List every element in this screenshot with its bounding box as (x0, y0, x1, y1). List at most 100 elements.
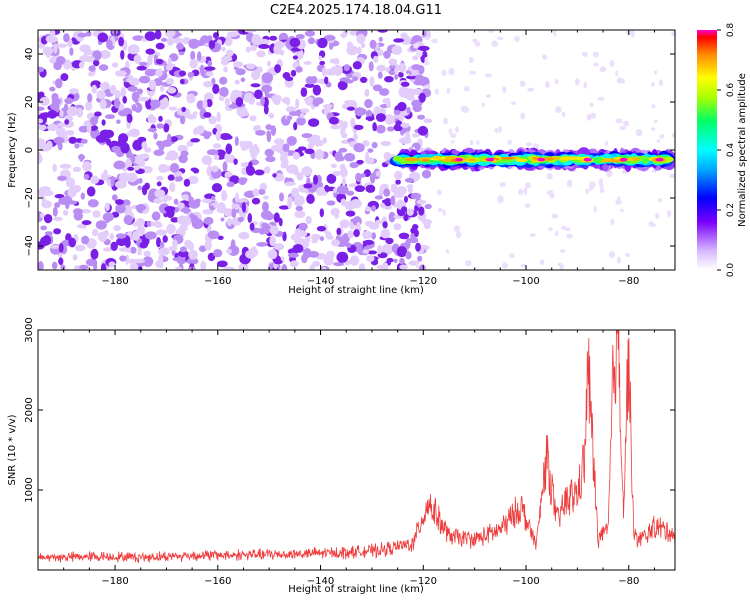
noise-cell (400, 81, 410, 87)
noise-cell (46, 140, 53, 150)
noise-cell (615, 70, 619, 77)
noise-cell (77, 32, 88, 38)
noise-cell (412, 55, 419, 61)
noise-cell (325, 231, 332, 240)
noise-cell (114, 89, 122, 100)
noise-cell (350, 199, 362, 209)
snr-y-axis-label: SNR (10 * v/v) (7, 414, 18, 485)
noise-cell (86, 124, 92, 134)
noise-cell (137, 136, 147, 143)
noise-cell (137, 266, 143, 270)
noise-cell (51, 92, 59, 102)
noise-cell (221, 55, 233, 63)
noise-cell (273, 212, 280, 223)
noise-cell (79, 264, 89, 270)
noise-cell (252, 188, 260, 197)
noise-cell (353, 229, 360, 238)
y-tick-label: 3000 (24, 317, 35, 342)
noise-cell (548, 227, 553, 232)
noise-cell (349, 255, 360, 266)
noise-cell (398, 86, 409, 98)
noise-cell (529, 233, 536, 237)
noise-cell (38, 118, 44, 124)
noise-cell (373, 55, 379, 63)
noise-cell (422, 85, 430, 89)
x-tick-label: −100 (512, 276, 539, 287)
noise-cell (39, 112, 52, 118)
noise-cell (542, 54, 548, 60)
noise-cell (55, 78, 63, 89)
signal-cell (500, 157, 515, 160)
noise-cell (132, 139, 143, 151)
noise-cell (52, 163, 57, 172)
noise-cell (153, 221, 162, 227)
noise-cell (179, 115, 186, 125)
noise-cell (73, 265, 81, 270)
noise-cell (555, 106, 562, 113)
noise-cell (310, 233, 321, 241)
noise-cell (186, 141, 194, 147)
x-tick-label: −80 (618, 276, 639, 287)
noise-cell (206, 165, 213, 177)
noise-cell (388, 69, 396, 76)
noise-cell (391, 45, 403, 55)
noise-cell (81, 235, 90, 245)
colorbar-tick-label: 0.8 (726, 23, 736, 38)
noise-cell (399, 264, 408, 270)
noise-cell (411, 88, 423, 96)
noise-cell (399, 257, 405, 265)
noise-cell (293, 122, 298, 131)
noise-cell (154, 30, 162, 40)
noise-cell (138, 61, 148, 66)
noise-cell (419, 264, 426, 270)
noise-cell (156, 175, 164, 181)
noise-cell (120, 142, 130, 154)
noise-cell (326, 200, 336, 206)
noise-cell (45, 35, 58, 43)
noise-cell (110, 241, 118, 251)
noise-cell (85, 31, 92, 37)
noise-cell (389, 64, 396, 70)
noise-cell (448, 128, 453, 135)
noise-cell (53, 228, 62, 235)
noise-cell (72, 208, 83, 215)
signal-peak (486, 157, 495, 162)
noise-cell (261, 72, 274, 84)
noise-cell (85, 101, 93, 111)
noise-cell (388, 58, 398, 66)
noise-cell (365, 157, 375, 165)
noise-cell (292, 244, 304, 253)
noise-cell (301, 254, 308, 264)
noise-cell (352, 61, 362, 70)
noise-cell (286, 115, 293, 121)
noise-cell (292, 55, 298, 60)
noise-cell (115, 199, 124, 205)
noise-cell (208, 115, 217, 125)
noise-cell (133, 54, 142, 64)
noise-cell (416, 199, 427, 205)
noise-cell (161, 37, 168, 42)
y-tick-label: −40 (24, 235, 35, 256)
y-tick-label: 2000 (24, 397, 35, 422)
noise-cell (437, 207, 443, 212)
noise-cell (337, 80, 348, 91)
noise-cell (406, 208, 414, 216)
noise-cell (362, 230, 372, 239)
noise-cell (204, 240, 212, 251)
noise-cell (367, 148, 374, 153)
noise-cell (111, 62, 119, 68)
noise-cell (669, 173, 675, 179)
noise-cell (155, 42, 165, 50)
noise-cell (365, 184, 376, 193)
noise-cell (133, 154, 145, 165)
chart-title: C2E4.2025.174.18.04.G11 (270, 3, 442, 18)
noise-cell (414, 204, 419, 212)
noise-cell (525, 182, 531, 189)
noise-cell (231, 208, 237, 218)
noise-cell (129, 263, 139, 270)
noise-cell (306, 177, 311, 185)
noise-cell (423, 118, 433, 124)
noise-cell (250, 83, 261, 88)
noise-cell (265, 124, 273, 131)
noise-cell (92, 59, 100, 67)
